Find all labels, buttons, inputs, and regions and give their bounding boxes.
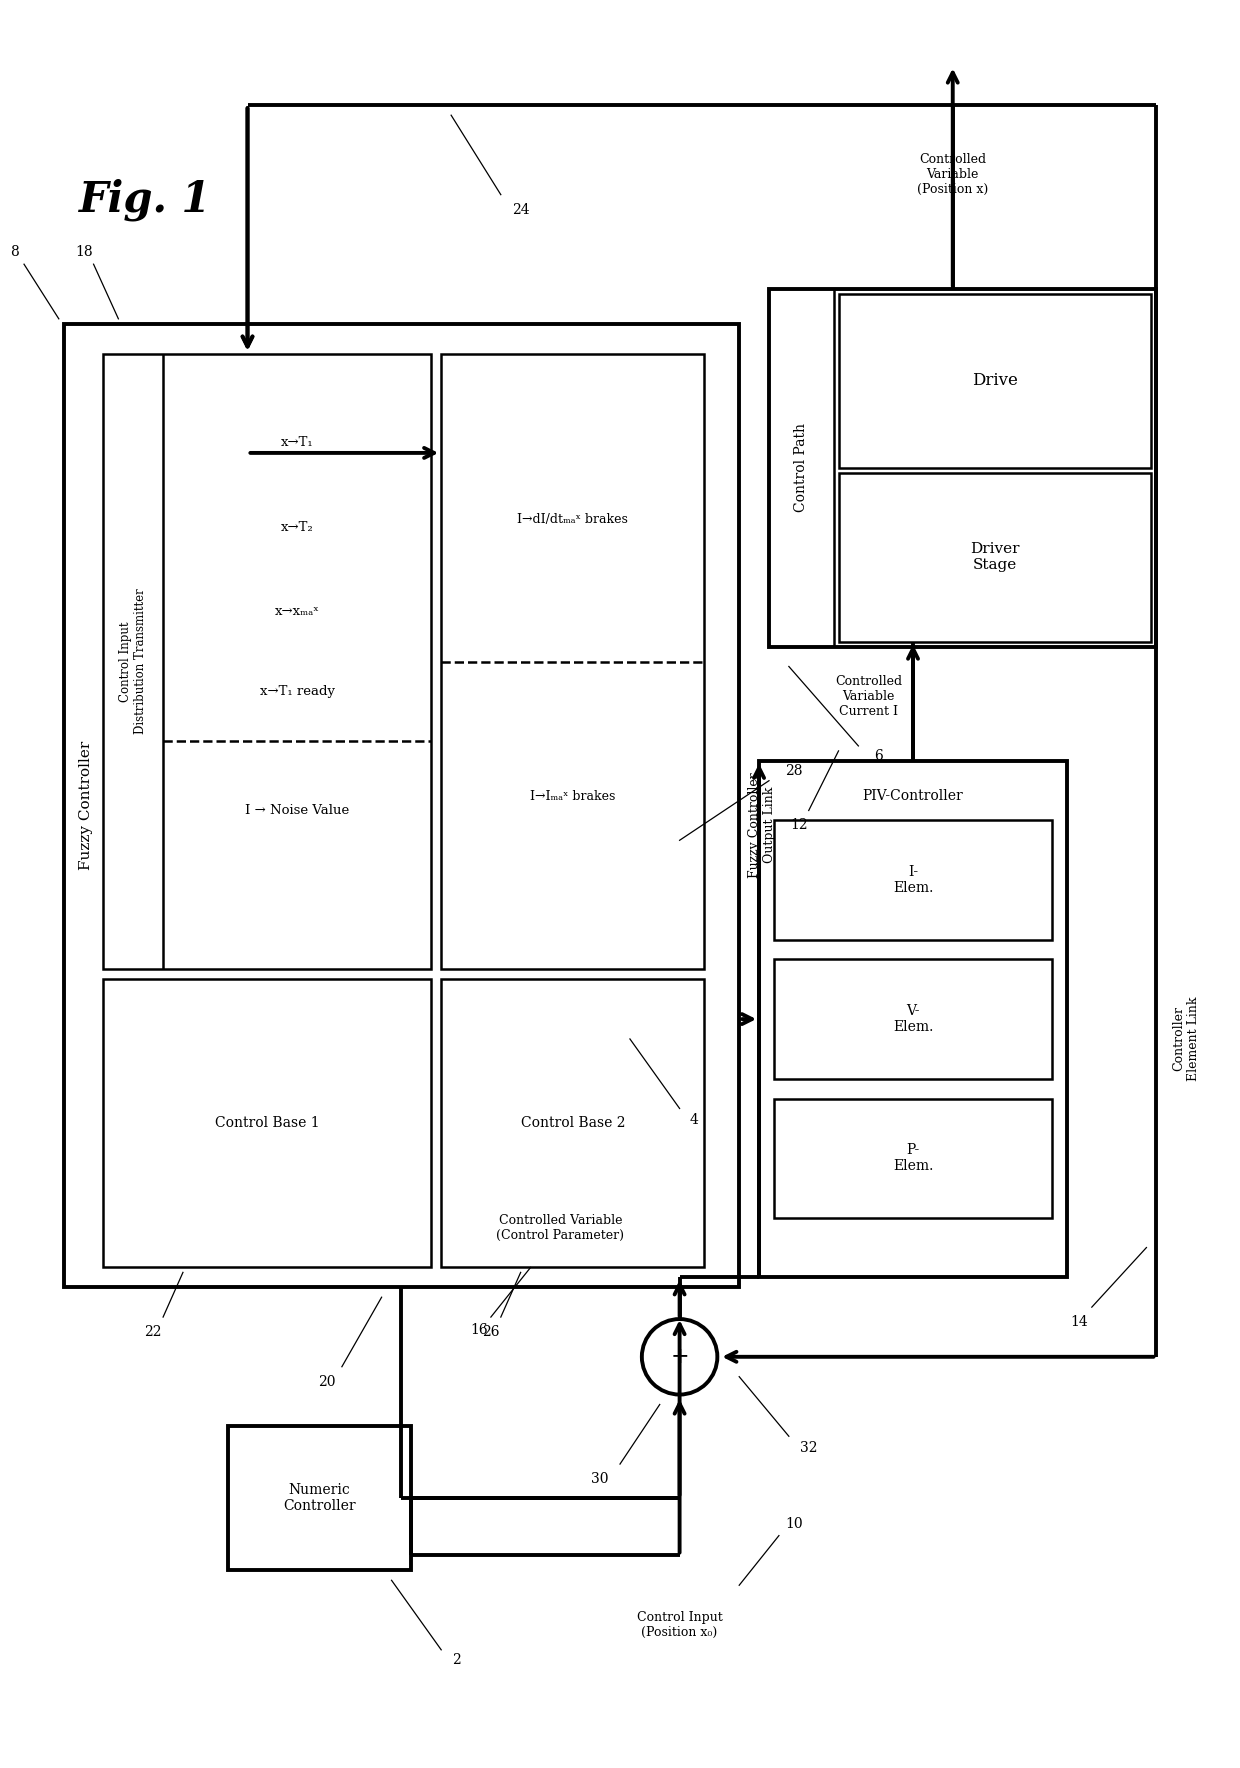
Text: 2: 2: [451, 1653, 460, 1667]
Text: 14: 14: [1070, 1315, 1087, 1330]
Text: Control Input
Distribution Transmitter: Control Input Distribution Transmitter: [119, 589, 148, 734]
Text: Control Path: Control Path: [794, 423, 807, 513]
Bar: [441, 979, 704, 1268]
Bar: [838, 472, 1152, 642]
Text: 8: 8: [10, 246, 19, 260]
Text: +: +: [671, 1345, 689, 1368]
Text: Driver
Stage: Driver Stage: [970, 543, 1019, 573]
Text: Numeric
Controller: Numeric Controller: [283, 1483, 356, 1513]
Text: Controlled Variable
(Control Parameter): Controlled Variable (Control Parameter): [496, 1213, 625, 1241]
Text: Controller
Element Link: Controller Element Link: [1172, 997, 1200, 1082]
Text: 24: 24: [512, 203, 529, 216]
Text: 12: 12: [790, 819, 807, 833]
Text: I→Iₘₐˣ brakes: I→Iₘₐˣ brakes: [531, 790, 615, 803]
Text: I→dI/dtₘₐˣ brakes: I→dI/dtₘₐˣ brakes: [517, 513, 629, 527]
Bar: [774, 960, 1052, 1078]
Text: Controlled
Variable
Current I: Controlled Variable Current I: [835, 675, 901, 718]
Text: I-
Elem.: I- Elem.: [893, 865, 934, 895]
Bar: [774, 1098, 1052, 1218]
Text: x→xₘₐˣ: x→xₘₐˣ: [275, 605, 320, 619]
Circle shape: [642, 1319, 718, 1395]
Text: 6: 6: [874, 750, 883, 762]
Bar: [103, 354, 432, 969]
Text: Control Base 2: Control Base 2: [521, 1116, 625, 1130]
Text: x→T₂: x→T₂: [280, 522, 314, 534]
Text: V-
Elem.: V- Elem.: [893, 1004, 934, 1034]
Text: 10: 10: [785, 1517, 802, 1531]
Text: Fuzzy Controller: Fuzzy Controller: [78, 741, 93, 870]
Text: Fig. 1: Fig. 1: [78, 179, 211, 221]
Bar: [228, 1427, 412, 1570]
Bar: [441, 354, 704, 969]
Bar: [103, 979, 432, 1268]
Bar: [769, 288, 1157, 647]
Text: 18: 18: [74, 246, 93, 260]
Text: Control Base 1: Control Base 1: [215, 1116, 320, 1130]
Text: 28: 28: [785, 764, 802, 778]
Text: Controlled
Variable
(Position x): Controlled Variable (Position x): [918, 154, 988, 196]
Text: Fuzzy Controller
Output Link: Fuzzy Controller Output Link: [748, 773, 776, 877]
Text: 22: 22: [144, 1324, 162, 1338]
Text: x→T₁: x→T₁: [281, 437, 314, 449]
Text: 26: 26: [482, 1324, 500, 1338]
Bar: [63, 324, 739, 1287]
Text: P-
Elem.: P- Elem.: [893, 1144, 934, 1174]
Text: Control Input
(Position x₀): Control Input (Position x₀): [636, 1611, 723, 1639]
Text: 32: 32: [800, 1441, 817, 1455]
Bar: [838, 293, 1152, 469]
Text: 16: 16: [470, 1322, 487, 1337]
Text: 20: 20: [319, 1376, 336, 1388]
Bar: [774, 820, 1052, 939]
Text: PIV-Controller: PIV-Controller: [863, 789, 963, 803]
Text: Drive: Drive: [972, 373, 1018, 389]
Text: x→T₁ ready: x→T₁ ready: [259, 684, 335, 698]
Text: 30: 30: [591, 1473, 609, 1485]
Text: 4: 4: [689, 1114, 699, 1128]
Bar: [759, 760, 1066, 1276]
Text: I → Noise Value: I → Noise Value: [246, 804, 350, 817]
